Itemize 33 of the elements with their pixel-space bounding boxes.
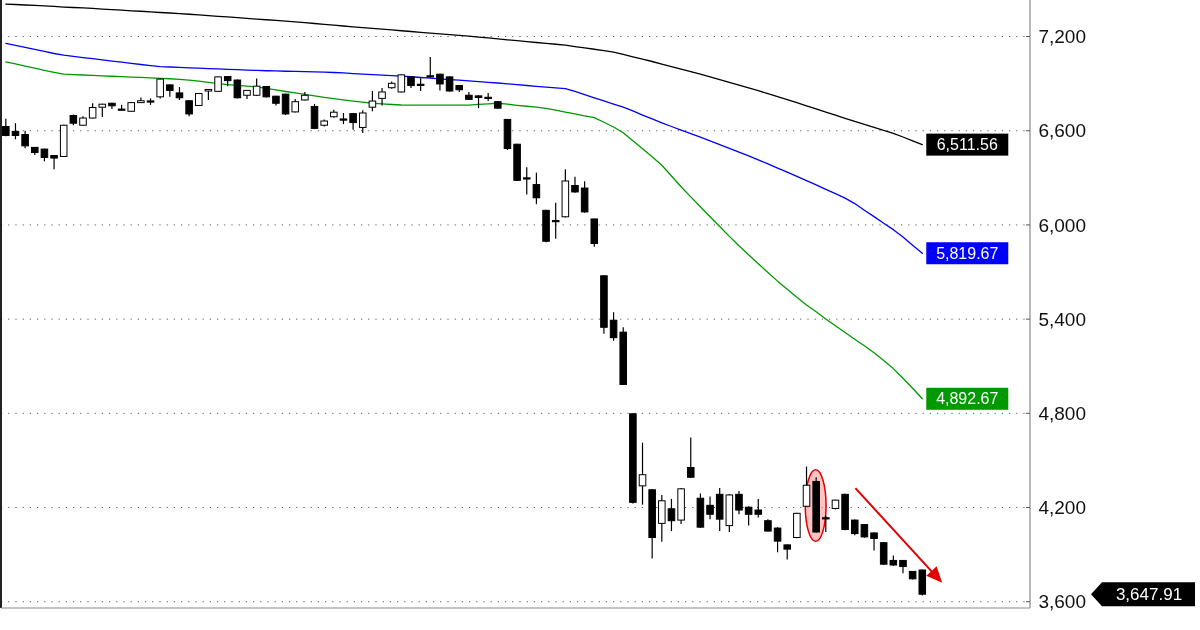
candlestick <box>551 202 560 240</box>
y-tick-label: 4,200 <box>1038 497 1086 519</box>
line-series <box>5 42 923 254</box>
candlestick <box>426 56 435 79</box>
candlestick <box>580 180 589 214</box>
candlestick <box>706 495 714 520</box>
data-label: 4,892.67 <box>936 390 999 408</box>
candlestick <box>802 465 811 508</box>
line-series <box>5 61 923 400</box>
line-series <box>5 3 923 146</box>
y-tick-label: 4,800 <box>1038 402 1086 424</box>
y-tick-label: 6,000 <box>1038 214 1086 236</box>
candlestick <box>870 531 878 551</box>
candlestick <box>735 490 743 515</box>
data-label: 6,511.56 <box>936 136 998 154</box>
y-tick-label: 3,600 <box>1038 591 1086 613</box>
candlestick <box>358 109 367 134</box>
candlestick <box>638 442 647 506</box>
candlestick <box>522 166 531 196</box>
candlestick <box>50 154 58 170</box>
candlestick <box>310 103 319 130</box>
candlestick <box>667 498 676 532</box>
candlestick <box>686 436 695 479</box>
candlestick <box>658 494 666 543</box>
y-tick-label: 5,400 <box>1038 308 1086 330</box>
candlestick <box>773 526 782 553</box>
candlestick <box>368 90 377 112</box>
text: 3,647.91 <box>1115 585 1183 605</box>
candlestick <box>156 78 164 99</box>
data-label: 5,819.67 <box>936 244 999 262</box>
y-tick-label: 7,200 <box>1038 26 1086 48</box>
candlestick <box>532 172 541 205</box>
y-tick-label: 6,600 <box>1038 120 1086 142</box>
